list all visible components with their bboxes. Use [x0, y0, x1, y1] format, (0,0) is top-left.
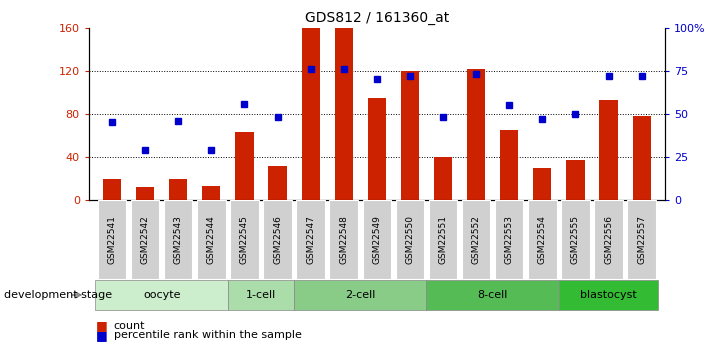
- Text: 1-cell: 1-cell: [246, 290, 276, 300]
- FancyBboxPatch shape: [462, 200, 491, 279]
- FancyBboxPatch shape: [396, 200, 424, 279]
- Text: blastocyst: blastocyst: [580, 290, 637, 300]
- FancyBboxPatch shape: [528, 200, 557, 279]
- Bar: [467, 69, 485, 200]
- Text: percentile rank within the sample: percentile rank within the sample: [114, 331, 301, 340]
- Bar: [533, 168, 552, 200]
- Bar: [599, 100, 618, 200]
- Bar: [567, 160, 584, 200]
- Title: GDS812 / 161360_at: GDS812 / 161360_at: [305, 11, 449, 25]
- Bar: [335, 28, 353, 200]
- FancyBboxPatch shape: [594, 200, 623, 279]
- Bar: [500, 130, 518, 200]
- Bar: [202, 186, 220, 200]
- FancyBboxPatch shape: [131, 200, 159, 279]
- Text: count: count: [114, 321, 145, 331]
- Text: GSM22542: GSM22542: [141, 215, 149, 264]
- Text: GSM22548: GSM22548: [339, 215, 348, 264]
- Text: 2-cell: 2-cell: [345, 290, 375, 300]
- Text: GSM22551: GSM22551: [439, 215, 447, 264]
- Text: ■: ■: [96, 319, 108, 333]
- FancyBboxPatch shape: [294, 280, 427, 310]
- Bar: [103, 179, 121, 200]
- Bar: [368, 98, 386, 200]
- Text: oocyte: oocyte: [143, 290, 181, 300]
- FancyBboxPatch shape: [495, 200, 523, 279]
- FancyBboxPatch shape: [95, 280, 228, 310]
- Bar: [136, 187, 154, 200]
- Text: GSM22545: GSM22545: [240, 215, 249, 264]
- Text: GSM22547: GSM22547: [306, 215, 315, 264]
- Bar: [235, 132, 254, 200]
- Bar: [301, 28, 320, 200]
- Text: GSM22550: GSM22550: [405, 215, 415, 264]
- Text: GSM22546: GSM22546: [273, 215, 282, 264]
- Text: GSM22544: GSM22544: [207, 215, 216, 264]
- FancyBboxPatch shape: [627, 200, 656, 279]
- FancyBboxPatch shape: [561, 200, 589, 279]
- Bar: [434, 157, 452, 200]
- Text: GSM22552: GSM22552: [471, 215, 481, 264]
- Bar: [169, 179, 187, 200]
- FancyBboxPatch shape: [164, 200, 193, 279]
- Text: GSM22543: GSM22543: [173, 215, 183, 264]
- FancyBboxPatch shape: [363, 200, 391, 279]
- Bar: [633, 116, 651, 200]
- Text: GSM22556: GSM22556: [604, 215, 613, 264]
- FancyBboxPatch shape: [296, 200, 325, 279]
- Text: GSM22541: GSM22541: [107, 215, 117, 264]
- FancyBboxPatch shape: [429, 200, 457, 279]
- Text: GSM22555: GSM22555: [571, 215, 580, 264]
- Bar: [269, 166, 287, 200]
- Text: ■: ■: [96, 329, 108, 342]
- FancyBboxPatch shape: [263, 200, 292, 279]
- FancyBboxPatch shape: [559, 280, 658, 310]
- FancyBboxPatch shape: [98, 200, 127, 279]
- FancyBboxPatch shape: [228, 280, 294, 310]
- Text: 8-cell: 8-cell: [478, 290, 508, 300]
- Text: GSM22557: GSM22557: [637, 215, 646, 264]
- Bar: [401, 71, 419, 200]
- FancyBboxPatch shape: [230, 200, 259, 279]
- FancyBboxPatch shape: [197, 200, 225, 279]
- FancyBboxPatch shape: [427, 280, 559, 310]
- Text: GSM22553: GSM22553: [505, 215, 514, 264]
- Text: GSM22549: GSM22549: [373, 215, 381, 264]
- Text: development stage: development stage: [4, 290, 112, 300]
- Text: GSM22554: GSM22554: [538, 215, 547, 264]
- FancyBboxPatch shape: [329, 200, 358, 279]
